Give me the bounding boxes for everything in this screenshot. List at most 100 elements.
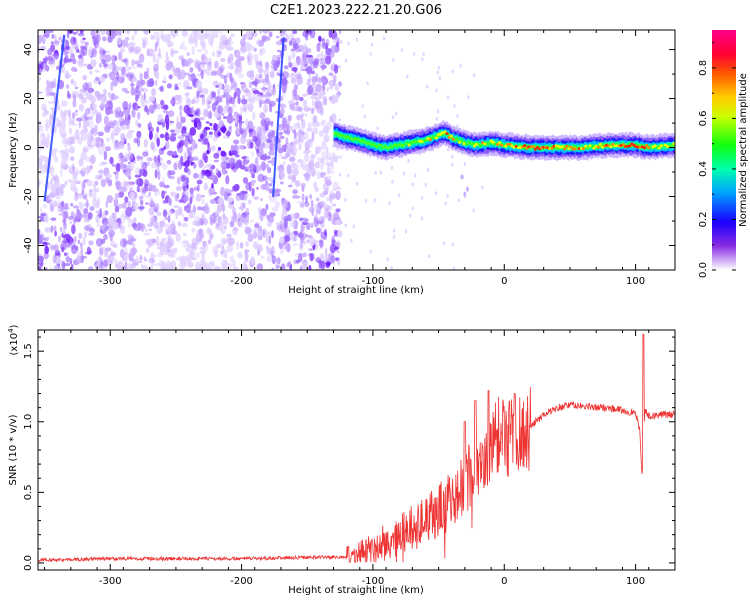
- noise-speckle: [76, 193, 83, 199]
- colorbar: 0.0 0.2 0.4 0.6 0.8 Normalized spectral ampl…: [698, 30, 749, 278]
- noise-speckle-faint: [379, 170, 383, 175]
- noise-speckle: [314, 186, 319, 192]
- noise-speckle: [268, 194, 272, 199]
- spectrogram-y-tick-label: 40: [23, 43, 34, 56]
- signal-peak: [449, 134, 453, 138]
- noise-speckle: [211, 165, 216, 170]
- noise-speckle: [196, 107, 201, 117]
- noise-speckle: [328, 30, 333, 38]
- noise-speckle: [271, 59, 278, 66]
- noise-speckle-faint: [373, 198, 377, 203]
- noise-speckle-faint: [344, 58, 348, 63]
- noise-speckle: [114, 171, 119, 181]
- noise-speckle: [201, 53, 206, 62]
- signal-peak: [598, 142, 603, 146]
- noise-speckle: [149, 202, 156, 208]
- noise-speckle-faint: [364, 198, 368, 203]
- noise-speckle: [55, 196, 61, 200]
- noise-speckle: [256, 187, 259, 190]
- noise-speckle: [306, 54, 313, 58]
- noise-speckle: [179, 44, 183, 51]
- noise-speckle: [137, 156, 144, 160]
- noise-speckle: [159, 181, 166, 188]
- noise-speckle: [156, 240, 159, 247]
- noise-speckle: [52, 53, 59, 57]
- noise-speckle: [183, 151, 188, 162]
- noise-speckle: [62, 218, 67, 224]
- spectrogram-y-ticks: -40 -20 0 20 40: [23, 43, 675, 271]
- noise-speckle: [39, 34, 44, 39]
- noise-speckle: [292, 141, 299, 144]
- noise-speckle: [78, 120, 82, 129]
- noise-speckle: [126, 265, 132, 270]
- noise-speckle: [145, 195, 150, 199]
- noise-speckle: [142, 169, 148, 177]
- spectrogram-y-axis-label: Frequency (Hz): [8, 112, 19, 188]
- noise-speckle: [96, 200, 100, 209]
- noise-speckle: [184, 59, 189, 67]
- noise-speckle: [71, 224, 76, 235]
- noise-speckle-faint: [355, 181, 359, 186]
- noise-speckle-faint: [406, 74, 409, 79]
- noise-speckle: [189, 67, 194, 73]
- noise-speckle: [80, 247, 84, 257]
- noise-speckle: [53, 264, 61, 270]
- noise-speckle: [236, 241, 240, 250]
- noise-speckle: [77, 239, 81, 245]
- noise-speckle: [295, 180, 301, 188]
- noise-speckle: [303, 99, 308, 109]
- noise-speckle: [166, 239, 173, 248]
- noise-speckle: [179, 267, 184, 270]
- noise-speckle: [210, 71, 218, 77]
- noise-speckle: [200, 133, 204, 140]
- noise-speckle: [80, 151, 88, 161]
- noise-speckle: [159, 220, 166, 227]
- noise-speckle: [186, 183, 189, 190]
- noise-speckle: [304, 172, 310, 182]
- noise-speckle: [296, 259, 300, 264]
- noise-speckle: [262, 85, 266, 93]
- noise-speckle-faint: [437, 109, 440, 114]
- noise-speckle-faint: [340, 40, 343, 44]
- noise-speckle: [99, 115, 103, 123]
- noise-speckle: [74, 129, 80, 140]
- noise-speckle: [89, 206, 95, 211]
- noise-speckle: [216, 100, 219, 105]
- snr-y-tick-label: 1.0: [23, 414, 34, 430]
- noise-speckle-faint: [344, 223, 347, 228]
- noise-speckle: [124, 261, 128, 270]
- noise-speckle: [54, 230, 57, 237]
- noise-speckle: [249, 141, 254, 149]
- noise-speckle: [242, 158, 246, 167]
- noise-speckle: [244, 227, 252, 235]
- noise-speckle: [226, 100, 230, 106]
- noise-speckle: [158, 55, 163, 59]
- noise-speckle-faint: [402, 171, 406, 176]
- noise-speckle: [312, 127, 319, 135]
- noise-speckle: [52, 254, 57, 264]
- noise-speckle: [88, 240, 94, 246]
- noise-speckle: [213, 109, 221, 119]
- noise-speckle: [40, 165, 46, 175]
- noise-speckle: [320, 157, 325, 165]
- noise-speckle: [229, 220, 235, 228]
- noise-speckle: [201, 252, 205, 261]
- noise-speckle: [331, 50, 335, 56]
- noise-speckle: [75, 109, 78, 113]
- noise-speckle: [98, 175, 103, 180]
- noise-speckle: [257, 173, 265, 183]
- noise-speckle: [251, 129, 256, 138]
- noise-speckle: [103, 64, 108, 67]
- noise-speckle: [212, 136, 218, 142]
- noise-speckle: [290, 37, 297, 45]
- noise-speckle: [320, 120, 324, 127]
- noise-speckle: [257, 227, 264, 237]
- noise-speckle: [309, 236, 316, 247]
- noise-speckle: [220, 150, 226, 157]
- noise-speckle: [55, 188, 60, 196]
- noise-speckle: [162, 265, 169, 270]
- noise-speckle: [114, 206, 120, 213]
- spectrogram-y-tick-label: -40: [23, 237, 34, 253]
- noise-speckle: [70, 135, 75, 141]
- noise-speckle: [54, 148, 58, 152]
